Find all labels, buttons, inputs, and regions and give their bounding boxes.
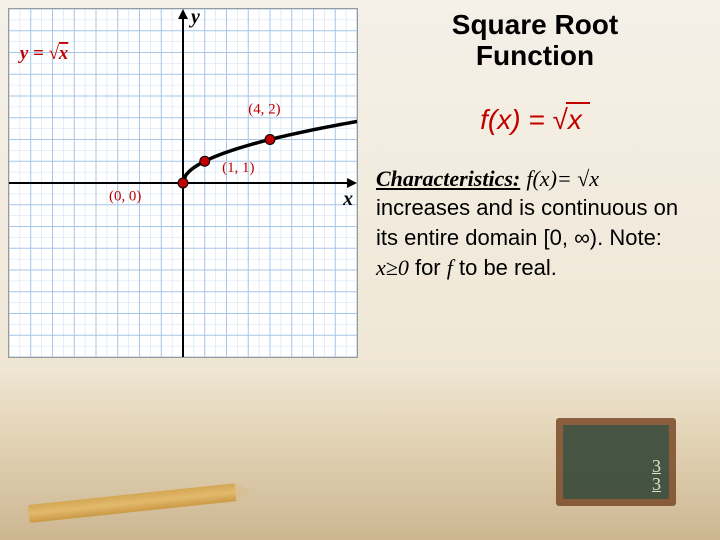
svg-text:(1, 1): (1, 1): [222, 160, 254, 176]
svg-text:y = √x: y = √x: [18, 43, 68, 64]
graph-container: y x y = √x (0, 0) (1, 1) (4, 2): [8, 8, 358, 358]
characteristics-label: Characteristics:: [376, 166, 520, 191]
slide: y x y = √x (0, 0) (1, 1) (4, 2) Square Root F…: [0, 0, 720, 540]
chalkboard-icon: [556, 418, 676, 506]
title-line-2: Function: [476, 40, 594, 71]
char-text-2: for: [409, 255, 447, 280]
slide-title: Square Root Function: [370, 10, 700, 72]
char-condition: x≥0: [376, 255, 409, 280]
sqrt-graph: y x y = √x (0, 0) (1, 1) (4, 2): [9, 9, 357, 357]
characteristics-block: Characteristics: f(x)= √x increases and …: [370, 164, 700, 283]
svg-text:y: y: [189, 9, 200, 28]
svg-text:(4, 2): (4, 2): [248, 101, 280, 117]
char-text-1: increases and is continuous on its entir…: [376, 195, 678, 250]
char-text-3: to be real.: [453, 255, 557, 280]
title-line-1: Square Root: [452, 9, 618, 40]
equation-lhs: f(x) =: [480, 104, 552, 135]
main-equation: f(x) = √x: [370, 102, 700, 136]
characteristics-fx: f(x)= √x: [526, 166, 599, 191]
svg-text:(0, 0): (0, 0): [109, 188, 141, 204]
svg-text:x: x: [342, 188, 353, 210]
equation-radicand: x: [566, 102, 590, 136]
graph-panel: y x y = √x (0, 0) (1, 1) (4, 2): [0, 0, 360, 540]
